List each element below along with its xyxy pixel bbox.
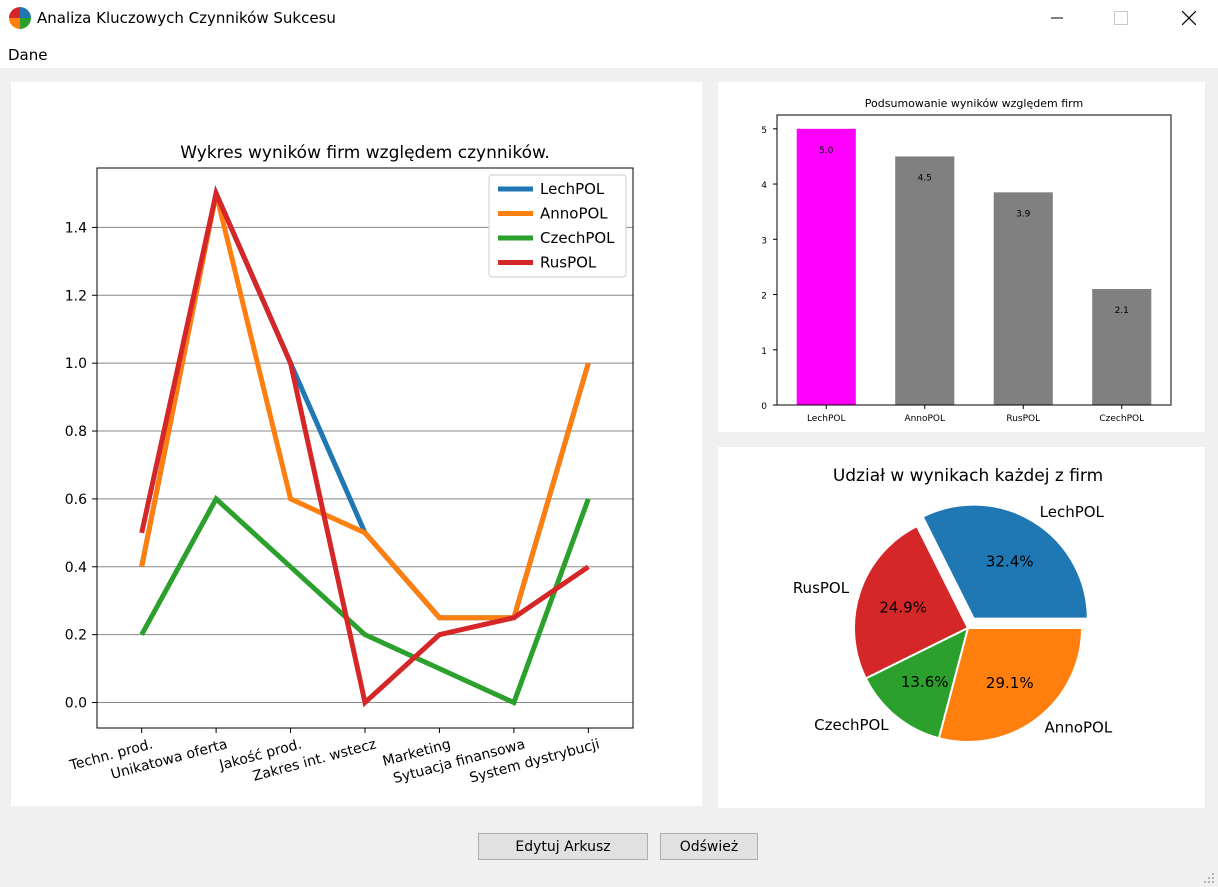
resize-grip-icon[interactable]	[1203, 872, 1215, 884]
refresh-button[interactable]: Odśwież	[660, 833, 758, 860]
app-logo-icon	[9, 7, 31, 29]
close-icon	[1182, 11, 1196, 25]
pie-chart: Udział w wynikach każdej z firm 32.4% Lech…	[793, 466, 1113, 743]
close-button[interactable]	[1166, 0, 1212, 36]
y-tick-label: 0.0	[65, 696, 87, 712]
legend-label: CzechPOL	[540, 229, 615, 247]
pie-label: LechPOL	[1040, 503, 1105, 521]
y-tick-label: 2	[761, 292, 767, 302]
menu-item-dane[interactable]: Dane	[8, 46, 48, 64]
y-tick-label: 0.6	[65, 492, 87, 508]
pie-slice-lechpol	[921, 503, 1089, 620]
pie-label: RusPOL	[793, 579, 850, 597]
menu-bar: Dane	[0, 36, 1218, 68]
pie-value-label: 32.4%	[986, 552, 1034, 570]
y-tick-label: 0	[761, 402, 767, 412]
pie-chart-panel: Udział w wynikach każdej z firm 32.4% Lech…	[718, 447, 1205, 808]
legend-label: LechPOL	[540, 180, 605, 198]
x-tick-label: CzechPOL	[1099, 414, 1144, 424]
maximize-icon	[1114, 11, 1128, 25]
legend-label: RusPOL	[540, 254, 597, 272]
y-tick-label: 0.2	[65, 628, 87, 644]
y-tick-label: 3	[761, 236, 767, 246]
pie-label: AnnoPOL	[1045, 718, 1113, 736]
plot-frame	[96, 167, 634, 729]
bar-annopol	[895, 156, 955, 405]
bar-value-label: 4.5	[918, 173, 932, 183]
pie-value-label: 13.6%	[901, 673, 949, 691]
maximize-button[interactable]	[1098, 0, 1144, 36]
bar-value-label: 2.1	[1115, 306, 1129, 316]
y-tick-label: 1	[761, 347, 767, 357]
legend-box	[488, 174, 627, 278]
y-tick-label: 5	[761, 126, 767, 136]
pie-value-label: 24.9%	[879, 598, 927, 616]
y-tick-label: 1.0	[65, 356, 87, 372]
chart-title: Wykres wyników firm względem czynników.	[180, 143, 550, 163]
chart-title: Podsumowanie wyników względem firm	[865, 97, 1083, 110]
y-tick-label: 4	[761, 181, 767, 191]
y-tick-label: 1.2	[65, 288, 87, 304]
bar-chart: Podsumowanie wyników względem firm 0 1 2 3 4 5…	[761, 97, 1172, 424]
pie-slice-czechpol	[864, 626, 970, 740]
pie-slice-ruspol	[853, 524, 970, 680]
y-tick-label: 0.8	[65, 424, 87, 440]
line-chart: Wykres wyników firm względem czynników. 0…	[65, 143, 634, 787]
window-title: Analiza Kluczowych Czynników Sukcesu	[37, 9, 336, 27]
y-tick-label: 0.4	[65, 560, 87, 576]
x-tick-label: AnnoPOL	[904, 414, 945, 424]
bar-chart-panel: Podsumowanie wyników względem firm 0 1 2 3 4 5…	[718, 82, 1205, 432]
x-tick-label: RusPOL	[1006, 414, 1040, 424]
bar-value-label: 3.9	[1016, 209, 1031, 219]
series-line-czechpol	[139, 494, 591, 706]
minimize-icon	[1051, 17, 1063, 19]
chart-title: Udział w wynikach każdej z firm	[833, 466, 1103, 486]
title-bar: Analiza Kluczowych Czynników Sukcesu	[0, 0, 1218, 36]
bar-value-label: 5.0	[819, 146, 834, 156]
minimize-button[interactable]	[1034, 0, 1080, 36]
bar-czechpol	[1092, 289, 1152, 405]
pie-slice-annopol	[937, 627, 1084, 743]
line-chart-panel: Wykres wyników firm względem czynników. 0…	[11, 82, 702, 806]
pie-value-label: 29.1%	[986, 674, 1034, 692]
plot-frame	[776, 114, 1172, 406]
y-tick-label: 1.4	[65, 220, 87, 236]
edit-sheet-button[interactable]: Edytuj Arkusz	[478, 833, 648, 860]
bar-ruspol	[993, 192, 1053, 405]
x-tick-label: LechPOL	[807, 414, 846, 424]
legend-label: AnnoPOL	[540, 205, 608, 223]
series-line-ruspol	[139, 185, 590, 708]
pie-label: CzechPOL	[814, 716, 889, 734]
bar-lechpol	[796, 128, 856, 406]
